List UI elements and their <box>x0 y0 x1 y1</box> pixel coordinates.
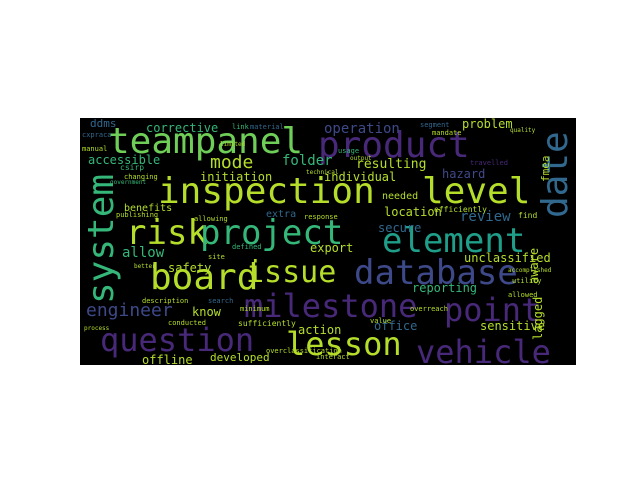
word-minimum: minimum <box>240 305 270 313</box>
word-cloud: teampanel product date inspection level … <box>80 118 576 365</box>
word-defined: defined <box>232 243 262 251</box>
word-problem: problem <box>462 118 513 131</box>
word-output: output <box>350 155 372 162</box>
word-unclassified: unclassified <box>464 251 551 265</box>
word-fmea: fmea <box>539 155 552 183</box>
word-technical: technical <box>306 169 339 176</box>
word-limited: limited <box>220 141 246 148</box>
word-database: database <box>354 253 518 293</box>
word-corrective: corrective <box>146 121 219 135</box>
word-location: location <box>384 205 442 219</box>
word-quality: quality <box>510 127 536 134</box>
word-vehicle: vehicle <box>416 333 551 365</box>
word-offline: offline <box>142 353 193 365</box>
word-allow: allow <box>122 245 165 261</box>
word-sufficiently: sufficiently <box>238 319 296 328</box>
word-know: know <box>192 305 221 319</box>
word-inspection: inspection <box>158 171 375 212</box>
word-usage: usage <box>338 147 360 155</box>
word-operation: operation <box>324 121 400 137</box>
word-extra: extra <box>266 209 297 220</box>
word-efficiently: efficiently <box>434 205 487 214</box>
word-find: find <box>518 211 538 220</box>
word-secure: secure <box>378 221 422 235</box>
word-initiation: initiation <box>200 170 273 184</box>
word-export: export <box>310 241 354 255</box>
word-link: link <box>232 123 249 131</box>
word-site: site <box>208 253 225 261</box>
word-risk: risk <box>126 213 208 253</box>
word-accomplished: accomplished <box>508 267 552 274</box>
word-manual: manual <box>82 145 108 153</box>
word-changing: changing <box>124 173 158 181</box>
word-lagged: lagged <box>531 296 545 340</box>
word-folder: folder <box>282 153 333 169</box>
word-sensitive: sensitive <box>480 319 546 333</box>
word-hazard: hazard <box>442 167 486 181</box>
word-value: value <box>370 317 392 325</box>
word-process: process <box>84 325 110 332</box>
word-travelled: travelled <box>470 159 508 167</box>
word-resulting: resulting <box>356 157 427 172</box>
word-allowed: allowed <box>508 291 538 299</box>
word-office: office <box>374 319 418 333</box>
word-level: level <box>422 171 531 212</box>
word-interact: interact <box>316 353 350 361</box>
word-teampanel: teampanel <box>108 121 304 162</box>
word-accessible: accessible <box>88 153 161 167</box>
word-element: element <box>382 221 526 261</box>
word-lesson: lesson <box>286 325 402 363</box>
word-mandate: mandate <box>432 129 462 137</box>
word-csirp: csirp <box>120 163 145 172</box>
word-description: description <box>142 297 189 305</box>
word-publishing: publishing <box>116 211 159 219</box>
word-better: better <box>134 263 156 270</box>
word-mode: mode <box>210 152 254 173</box>
word-segment: segment <box>420 121 450 129</box>
word-product: product <box>318 125 470 166</box>
word-allowing: allowing <box>194 215 228 223</box>
word-reporting: reporting <box>412 281 478 295</box>
word-milestone: milestone <box>244 287 418 325</box>
word-conducted: conducted <box>168 319 206 327</box>
word-cxpraca: cxpraca <box>82 131 112 139</box>
word-overreach: overreach <box>410 305 448 313</box>
word-search: search <box>208 297 234 305</box>
word-action: action <box>298 323 342 337</box>
word-review: review <box>460 209 511 225</box>
word-project: project <box>200 213 344 253</box>
word-individual: individual <box>324 170 397 184</box>
word-safety: safety <box>168 261 212 275</box>
word-material: material <box>250 123 284 131</box>
word-needed: needed <box>382 191 419 202</box>
word-developed: developed <box>210 351 270 364</box>
word-government: government <box>110 179 147 186</box>
word-utility: utility <box>512 277 542 285</box>
word-engineer: engineer <box>86 300 173 321</box>
word-question: question <box>100 321 255 359</box>
word-benefits: benefits <box>124 203 173 214</box>
word-board: board <box>150 257 259 298</box>
word-point: point <box>444 291 541 329</box>
word-issue: issue <box>246 255 337 290</box>
word-overclassification: overclassification <box>266 347 342 355</box>
word-ddms: ddms <box>90 118 117 130</box>
word-response: response <box>304 213 338 221</box>
word-system: system <box>81 173 122 304</box>
